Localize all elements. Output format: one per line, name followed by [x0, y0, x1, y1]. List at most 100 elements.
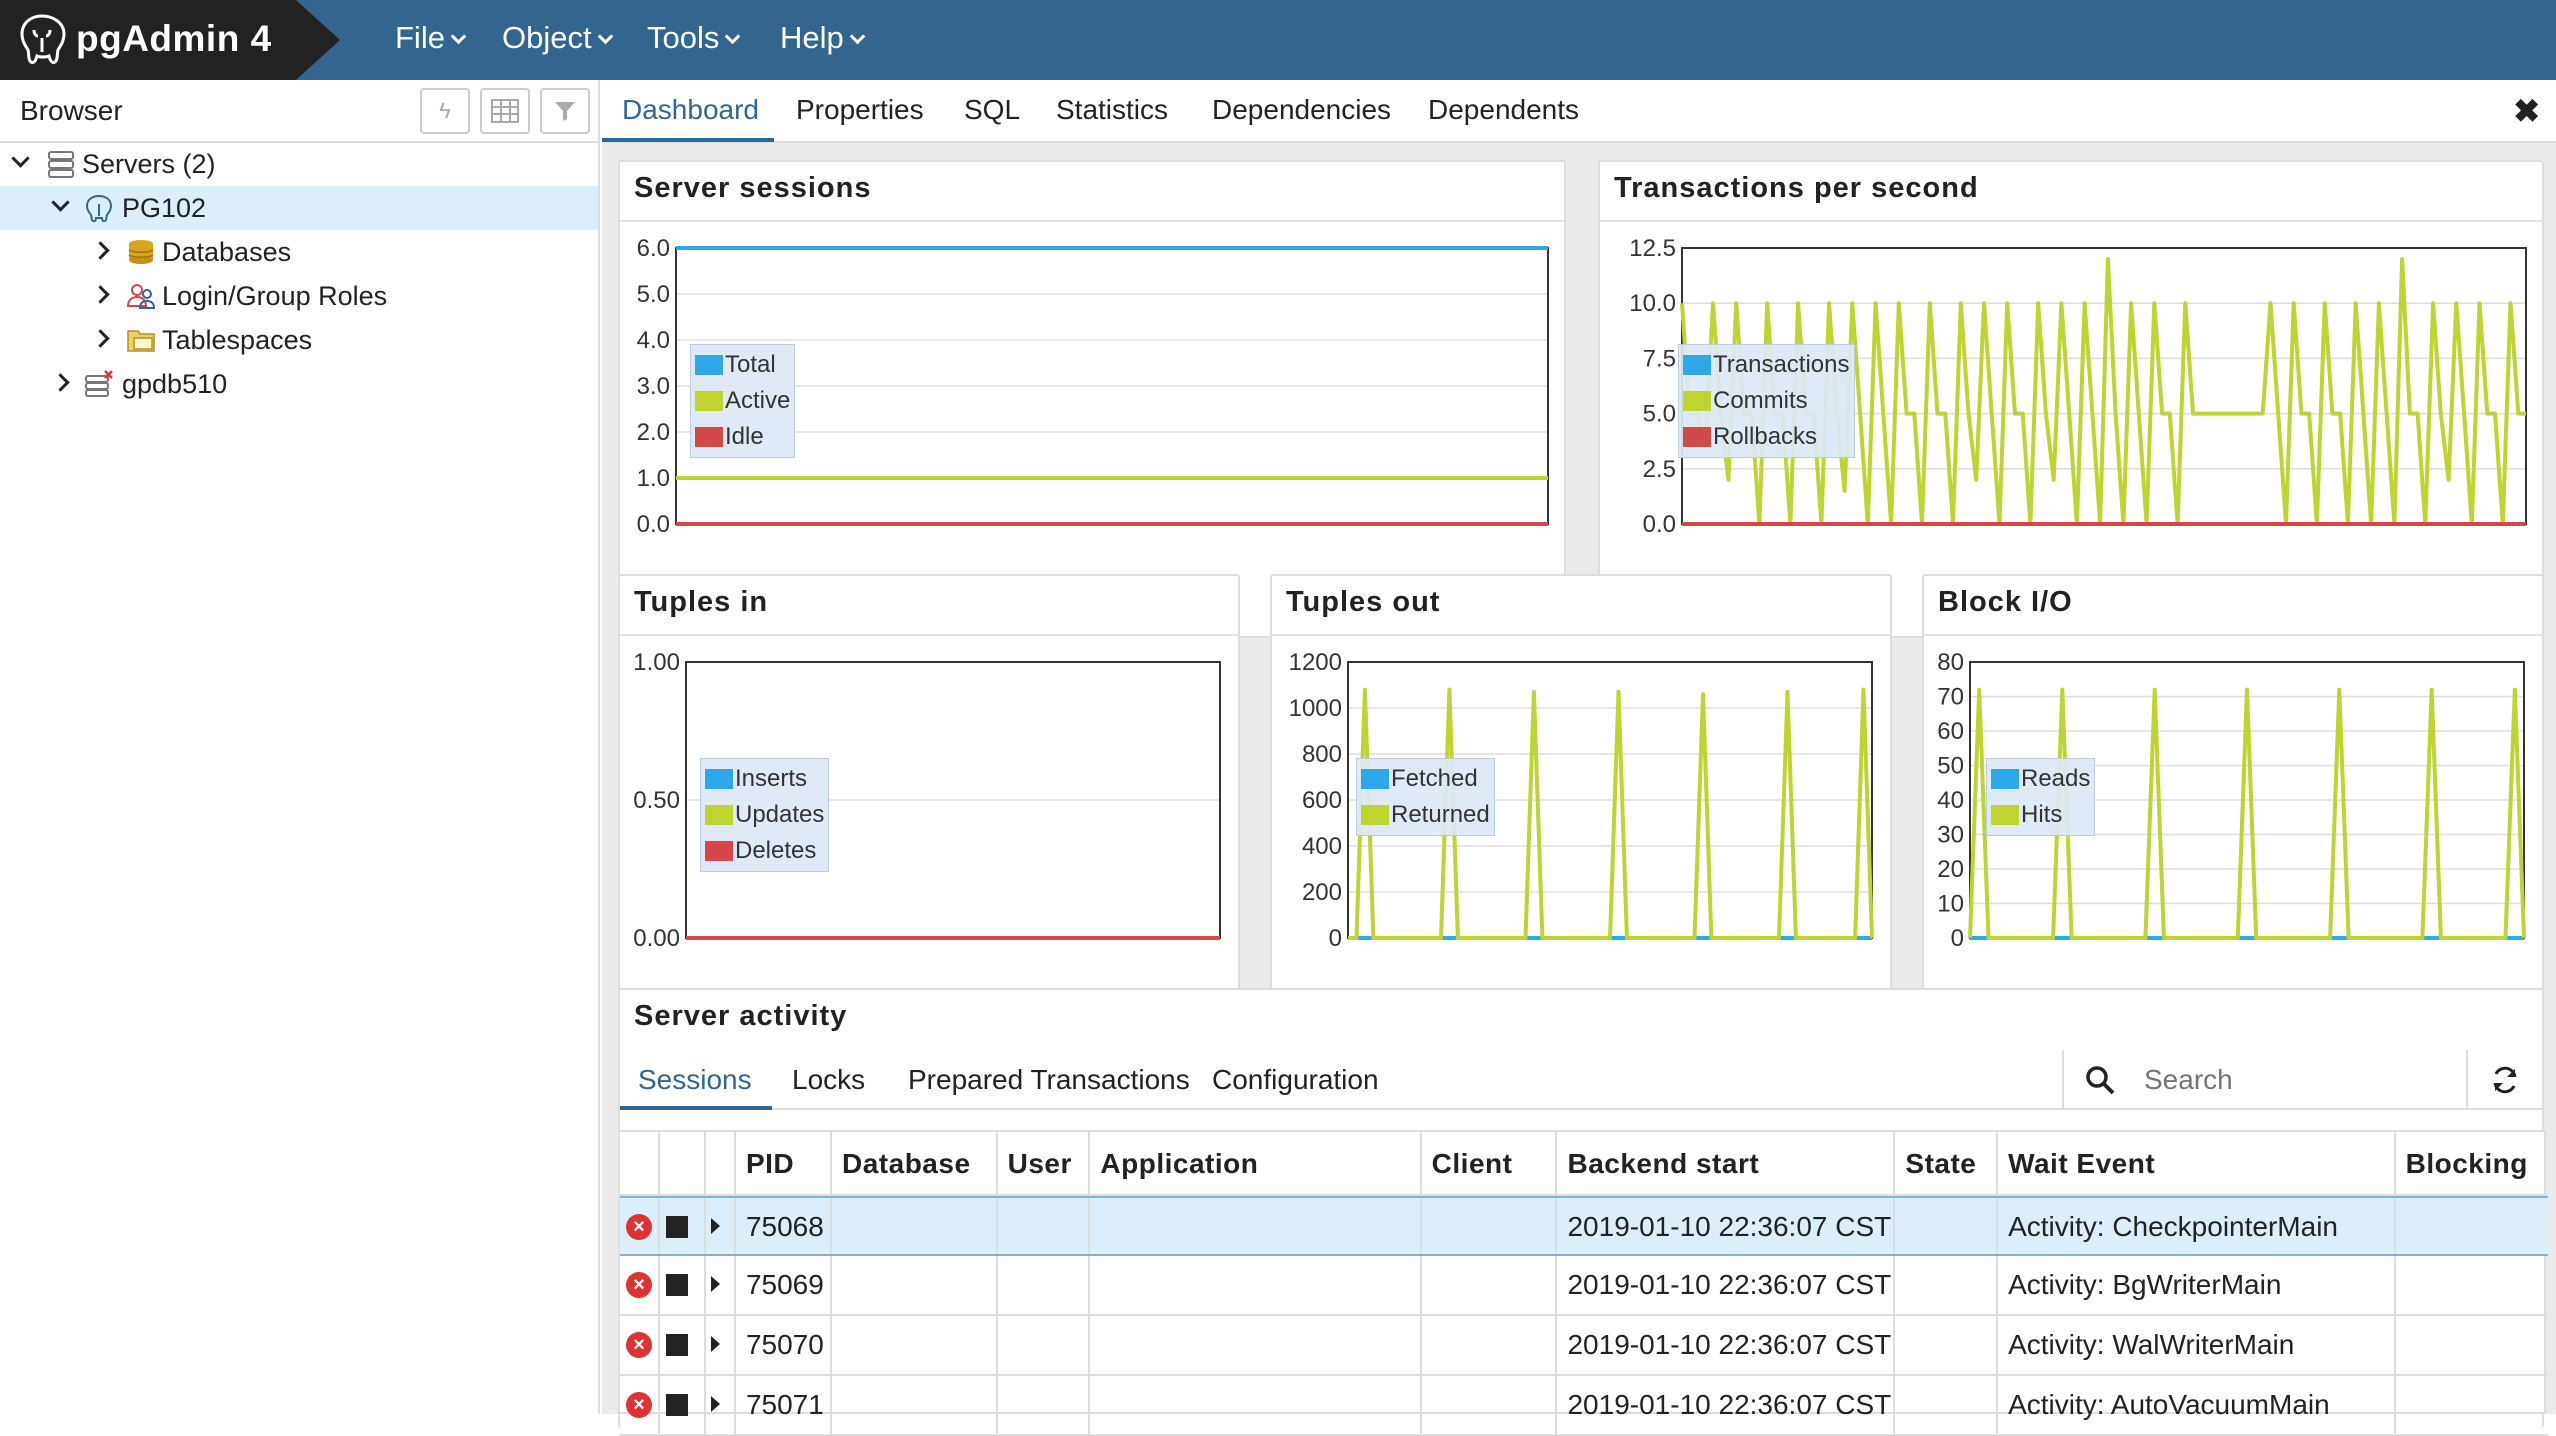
col-blocking[interactable]: Blocking	[2405, 1148, 2528, 1179]
browser-title: Browser	[20, 95, 123, 126]
collapse-caret-icon[interactable]	[91, 329, 110, 348]
close-icon[interactable]: ✖	[2513, 93, 2540, 129]
y-tick-label: 5.0	[637, 281, 670, 308]
cancel-query-icon[interactable]	[665, 1216, 688, 1238]
cell-database	[832, 1376, 998, 1434]
col-state[interactable]: State	[1895, 1132, 1999, 1194]
col-database[interactable]: Database	[832, 1132, 998, 1194]
tree-item-databases[interactable]: Databases	[0, 230, 598, 274]
tab-sql[interactable]: SQL	[964, 94, 1021, 125]
legend-entry-active: Active	[695, 383, 790, 419]
refresh-button[interactable]	[2466, 1050, 2542, 1110]
terminate-session-icon[interactable]: ×	[626, 1272, 652, 1298]
cell-backend-start: 2019-01-10 22:36:07 CST	[1557, 1316, 1896, 1374]
grid-cell	[660, 1198, 707, 1254]
postgres-elephant-icon	[85, 194, 113, 222]
grid-cell: ×	[620, 1256, 660, 1314]
expand-row-icon[interactable]	[711, 1336, 721, 1352]
tab-configuration[interactable]: Configuration	[1212, 1064, 1379, 1095]
expand-row-icon[interactable]	[711, 1276, 721, 1292]
col-pid[interactable]: PID	[736, 1132, 832, 1194]
col-backend-start[interactable]: Backend start	[1557, 1132, 1896, 1194]
grid-header-row: PID Database User Application Client Bac…	[620, 1132, 2548, 1196]
series-line-returned	[1348, 687, 1874, 940]
col-client[interactable]: Client	[1422, 1132, 1558, 1194]
filter-button[interactable]	[540, 88, 590, 134]
y-tick-label: 1.0	[637, 465, 670, 492]
y-tick-label: 10	[1937, 891, 1964, 918]
col-user[interactable]: User	[998, 1132, 1091, 1194]
tab-prepared-transactions[interactable]: Prepared Transactions	[908, 1064, 1190, 1095]
tree-item-servers[interactable]: Servers (2)	[0, 142, 598, 186]
y-tick-label: 80	[1937, 649, 1964, 676]
y-tick-label: 1200	[1289, 649, 1342, 676]
y-tick-label: 20	[1937, 856, 1964, 883]
y-tick-label: 5.0	[1643, 401, 1676, 428]
grid-cell	[660, 1316, 707, 1374]
table-row[interactable]: × 75068 2019-01-10 22:36:07 CST Activity: C…	[620, 1196, 2548, 1256]
expand-caret-icon[interactable]	[51, 193, 70, 212]
menu-tools[interactable]: Tools	[647, 20, 741, 56]
tree-item-gpdb510[interactable]: gpdb510	[0, 362, 598, 406]
cell-database	[832, 1256, 998, 1314]
grid-header-cell	[660, 1132, 707, 1194]
search-input[interactable]	[2144, 1060, 2444, 1100]
sessions-grid: PID Database User Application Client Bac…	[618, 1130, 2548, 1436]
collapse-caret-icon[interactable]	[91, 285, 110, 304]
tab-dependents[interactable]: Dependents	[1428, 94, 1580, 125]
expand-caret-icon[interactable]	[11, 149, 30, 168]
y-tick-label: 0.00	[633, 925, 680, 952]
tab-sessions[interactable]: Sessions	[638, 1064, 752, 1095]
collapse-caret-icon[interactable]	[91, 241, 110, 260]
cell-backend-start: 2019-01-10 22:36:07 CST	[1557, 1198, 1896, 1254]
legend-label: Reads	[2021, 765, 2091, 792]
expand-row-icon[interactable]	[711, 1396, 721, 1412]
server-sessions-panel: Server sessions 6.0 5.0 4.0 3.0 2.0 1.0 0.0 To…	[618, 160, 1566, 638]
col-wait-event[interactable]: Wait Event	[1998, 1132, 2396, 1194]
cell-pid: 75068	[736, 1198, 832, 1254]
table-row[interactable]: × 75071 2019-01-10 22:36:07 CST Activity: A…	[620, 1376, 2548, 1436]
y-tick-label: 60	[1937, 718, 1964, 745]
legend-label: Hits	[2021, 801, 2063, 828]
cell-blocking	[2396, 1316, 2548, 1374]
table-row[interactable]: × 75069 2019-01-10 22:36:07 CST Activity: B…	[620, 1256, 2548, 1316]
panel-title: Block I/O	[1938, 586, 2073, 618]
collapse-caret-icon[interactable]	[51, 373, 70, 392]
terminate-session-icon[interactable]: ×	[626, 1214, 652, 1240]
tab-dependencies[interactable]: Dependencies	[1212, 94, 1392, 125]
query-tool-button[interactable]: ϟ	[420, 88, 470, 134]
tree-item-login-group-roles[interactable]: Login/Group Roles	[0, 274, 598, 318]
y-tick-label: 4.0	[637, 327, 670, 354]
menu-help[interactable]: Help	[780, 20, 866, 56]
grid-cell: ×	[620, 1316, 660, 1374]
menu-file[interactable]: File	[395, 20, 467, 56]
tree-label: Tablespaces	[162, 325, 313, 355]
legend-swatch	[705, 769, 733, 789]
expand-row-icon[interactable]	[711, 1218, 721, 1234]
cell-blocking	[2396, 1256, 2548, 1314]
tab-properties[interactable]: Properties	[796, 94, 924, 125]
table-row[interactable]: × 75070 2019-01-10 22:36:07 CST Activity: W…	[620, 1316, 2548, 1376]
tab-statistics[interactable]: Statistics	[1056, 94, 1169, 125]
view-data-button[interactable]	[480, 88, 530, 134]
legend-entry-deletes: Deletes	[705, 833, 824, 869]
terminate-session-icon[interactable]: ×	[626, 1392, 652, 1418]
y-tick-label: 3.0	[637, 373, 670, 400]
cancel-query-icon[interactable]	[665, 1274, 688, 1296]
tab-dashboard[interactable]: Dashboard	[622, 94, 759, 125]
y-tick-label: 0.0	[637, 511, 670, 538]
tab-locks[interactable]: Locks	[792, 1064, 866, 1095]
cancel-query-icon[interactable]	[665, 1334, 688, 1356]
menu-object-label: Object	[502, 20, 592, 55]
col-application[interactable]: Application	[1090, 1132, 1422, 1194]
legend-swatch	[695, 391, 723, 411]
legend-entry-fetched: Fetched	[1361, 761, 1490, 797]
cell-database	[832, 1198, 998, 1254]
menu-object[interactable]: Object	[502, 20, 613, 56]
tree-item-tablespaces[interactable]: Tablespaces	[0, 318, 598, 362]
legend-entry-commits: Commits	[1683, 383, 1850, 419]
terminate-session-icon[interactable]: ×	[626, 1332, 652, 1358]
cancel-query-icon[interactable]	[665, 1394, 688, 1416]
legend-entry-idle: Idle	[695, 419, 790, 455]
tree-item-pg102[interactable]: PG102	[0, 186, 598, 230]
